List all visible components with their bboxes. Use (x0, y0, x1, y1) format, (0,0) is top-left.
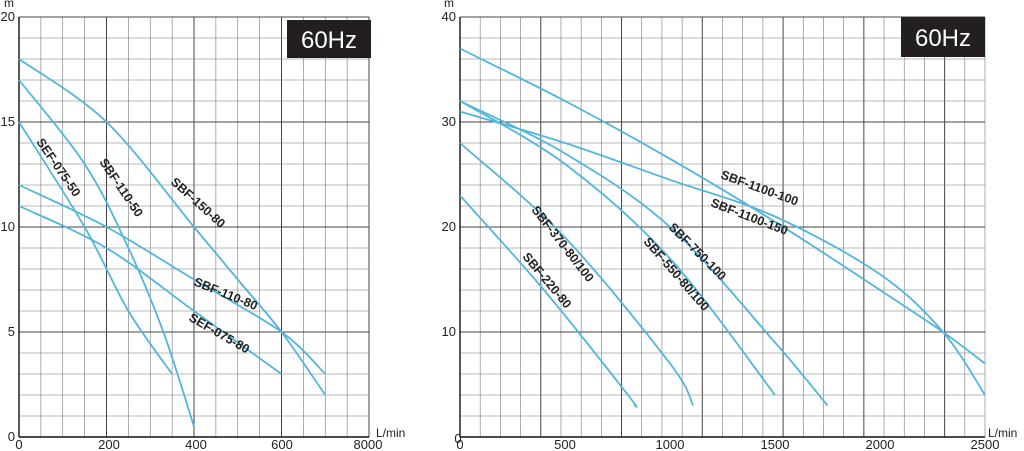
series-line-SBF-220-80 (459, 194, 638, 408)
chart-left-y-unit: m (4, 0, 14, 10)
series-line-SBF-110-80 (18, 184, 326, 375)
series-line-SBF-750-100 (459, 100, 829, 407)
series-line-SBF-370-80/100 (459, 142, 694, 406)
chart-right-y-unit: m (444, 0, 454, 10)
x-tick-label: 400 (185, 437, 207, 451)
y-tick-label: 10 (442, 324, 456, 339)
series-line-SBF-110-50 (18, 79, 195, 427)
y-tick-label: 0 (8, 429, 15, 444)
x-tick-label: 2500 (971, 437, 1000, 451)
chart-right-grid (459, 16, 986, 438)
series-line-SBF-550-80/100 (459, 100, 776, 396)
x-tick-label: 0 (456, 437, 463, 451)
chart-right-x-ticks: 0 500 1000 1500 2000 2500 (456, 437, 999, 451)
y-tick-label: 20 (1, 9, 15, 24)
series-line-SBF-1100-150 (459, 110, 986, 396)
chart-left-badge (287, 20, 371, 58)
series-label-SBF-110-50: SBF-110-50 (97, 156, 146, 220)
chart-left-x-unit: L/min (376, 426, 405, 440)
y-tick-label: 20 (442, 219, 456, 234)
chart-right-origin-label: 0 (454, 431, 461, 446)
y-tick-label: 5 (8, 324, 15, 339)
series-line-SEF-075-50 (18, 121, 173, 375)
chart-left-grid (18, 16, 370, 438)
x-tick-label: 200 (98, 437, 120, 451)
chart-left-x-ticks: 0 200 400 600 8000 (15, 437, 382, 451)
chart-right-badge (901, 17, 985, 57)
chart-left-badge-text: 60Hz (301, 27, 357, 54)
y-tick-label: 30 (442, 114, 456, 129)
chart-left: 0 5 10 15 20 0 200 400 600 8000 m L/min 60Hz SEF… (1, 0, 406, 451)
y-tick-label: 15 (1, 114, 15, 129)
series-line-SEF-075-80 (18, 205, 283, 375)
x-tick-label: 500 (554, 437, 576, 451)
series-label-SBF-150-80: SBF-150-80 (168, 175, 228, 231)
y-tick-label: 10 (1, 219, 15, 234)
x-tick-label: 0 (15, 437, 22, 451)
series-label-SEF-075-80: SEF-075-80 (187, 310, 252, 356)
x-tick-label: 1500 (761, 437, 790, 451)
chart-left-curves (18, 58, 327, 427)
chart-right-curves (459, 47, 986, 408)
chart-right-y-ticks: 10 20 30 40 (442, 9, 456, 339)
chart-right-badge-text: 60Hz (915, 25, 971, 52)
x-tick-label: 600 (271, 437, 293, 451)
chart-right-x-unit: L/min (988, 426, 1017, 440)
y-tick-label: 40 (442, 9, 456, 24)
series-line-SBF-1100-100 (459, 47, 986, 365)
x-tick-label: 2000 (866, 437, 895, 451)
chart-left-y-ticks: 0 5 10 15 20 (1, 9, 15, 444)
x-tick-label: 8000 (354, 437, 383, 451)
x-tick-label: 1000 (656, 437, 685, 451)
